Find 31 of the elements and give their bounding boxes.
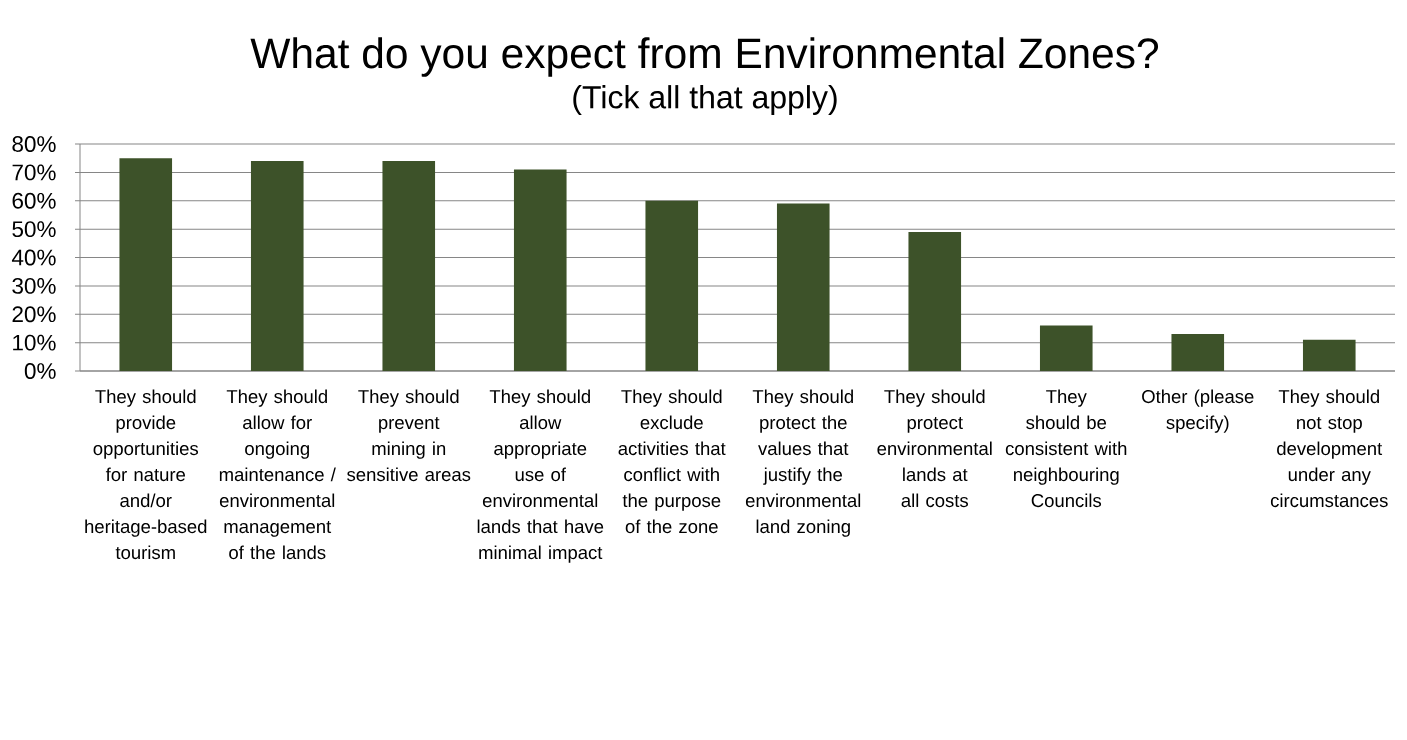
- bar: [1171, 334, 1225, 371]
- x-tick-label: They should prevent mining in sensitive areas: [347, 389, 471, 482]
- bar: [776, 203, 830, 371]
- bar: [513, 169, 567, 371]
- x-tick-label: They should not stop development under any circumstances: [1270, 389, 1388, 508]
- x-tick-label: They should protect the values that justify the environmental land zoning: [745, 389, 861, 537]
- x-tick-label: They should exclude activities that conflict with the purpose of the zone: [618, 389, 726, 534]
- chart-title: What do you expect from Environmental Zones?: [250, 37, 1159, 77]
- bar: [1039, 325, 1093, 371]
- y-tick-label: 50%: [12, 221, 56, 238]
- x-tick-label: Other (please specify): [1142, 389, 1254, 433]
- y-tick-label: 30%: [12, 277, 56, 294]
- x-tick-label: They should protect environmental lands at all costs: [877, 389, 992, 508]
- y-tick-label: 40%: [11, 249, 56, 266]
- x-tick-label: They should be consistent with neighbouring Councils: [1005, 389, 1127, 508]
- bar: [119, 158, 173, 371]
- y-tick-label: 60%: [12, 192, 56, 209]
- y-tick-label: 20%: [12, 306, 56, 323]
- y-tick-label: 10%: [13, 334, 56, 351]
- x-tick-label: They should provide opportunities for nature and/or heritage-based tourism: [85, 389, 207, 560]
- bar: [908, 231, 962, 371]
- y-tick-label: 80%: [12, 136, 56, 152]
- bar: [1302, 339, 1356, 371]
- y-tick-label: 0%: [24, 363, 56, 379]
- y-tick-label: 70%: [12, 164, 56, 181]
- bar: [645, 200, 699, 371]
- bar: [250, 161, 304, 371]
- x-tick-label: They should allow appropriate use of environmental lands that have minimal impact: [477, 389, 604, 563]
- bar: [382, 161, 436, 371]
- chart-subtitle: (Tick all that apply): [573, 85, 837, 115]
- x-tick-label: They should allow for ongoing maintenance / environmental management of the lands: [219, 389, 336, 560]
